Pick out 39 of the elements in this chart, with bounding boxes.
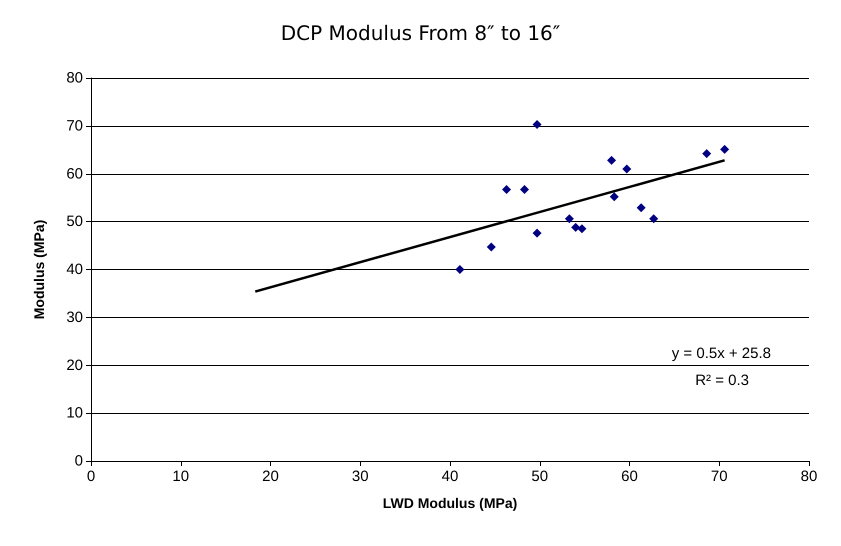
point — [564, 214, 574, 224]
x-tick-label: 10 — [172, 468, 190, 485]
y-tick-label: 50 — [66, 213, 83, 230]
y-tick-label: 20 — [66, 356, 83, 374]
point — [702, 149, 712, 158]
x-tick-label: 20 — [262, 468, 279, 485]
point — [571, 222, 580, 232]
y-tick-label: 0 — [74, 452, 83, 470]
x-tick-label: 40 — [442, 468, 458, 485]
y-tick-label: 80 — [66, 70, 83, 86]
point — [607, 156, 616, 165]
point — [520, 185, 529, 194]
x-tick-label: 0 — [86, 468, 96, 485]
point — [649, 214, 658, 224]
point — [532, 228, 542, 238]
point — [577, 224, 586, 234]
x-axis-title: LWD Modulus (MPa) — [382, 495, 518, 511]
point — [610, 192, 619, 202]
y-axis-title: Modulus (MPa) — [31, 220, 47, 320]
x-tick-label: 60 — [621, 468, 638, 485]
annotation: R² = 0.3 — [695, 372, 750, 389]
point — [636, 203, 646, 212]
x-tick-label: 30 — [352, 468, 369, 485]
y-tick-label: 10 — [66, 404, 83, 422]
y-tick-label: 70 — [66, 117, 83, 134]
x-tick-label: 80 — [800, 468, 818, 485]
y-tick-label: 30 — [66, 308, 83, 326]
point — [486, 242, 496, 252]
x-tick-label: 50 — [531, 468, 548, 485]
point — [502, 185, 512, 194]
chart-title: DCP Modulus From 8″ to 16″ — [280, 21, 560, 45]
point — [720, 144, 730, 154]
point — [622, 164, 632, 174]
y-tick-label: 60 — [66, 165, 83, 182]
x-tick-label: 70 — [710, 468, 728, 485]
point — [532, 120, 542, 129]
y-tick-label: 40 — [66, 261, 83, 278]
point — [455, 265, 464, 274]
annotation: y = 0.5x + 25.8 — [672, 345, 772, 362]
